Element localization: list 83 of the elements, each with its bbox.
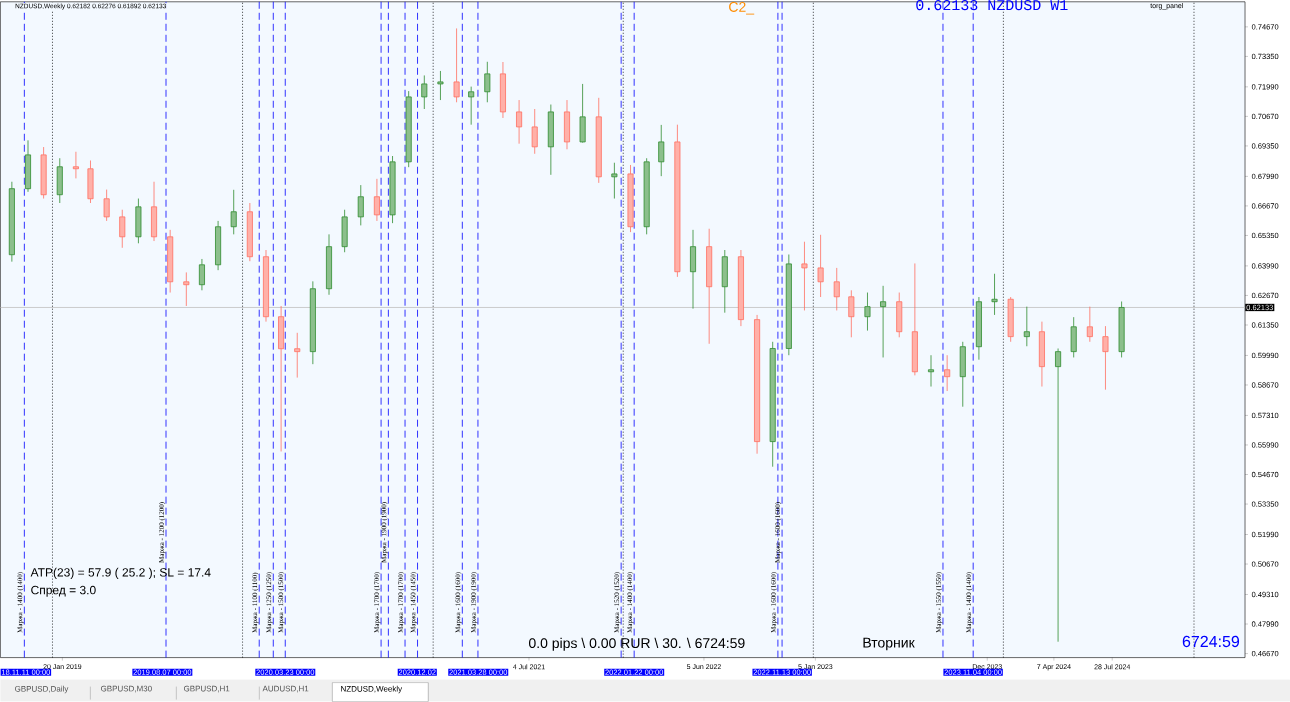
candlestick xyxy=(1118,301,1125,358)
candlestick xyxy=(833,267,840,311)
candlestick xyxy=(547,104,554,176)
candlestick xyxy=(437,70,444,101)
candlestick xyxy=(848,290,855,338)
candlestick xyxy=(294,332,301,379)
candlestick xyxy=(880,285,887,358)
candlestick xyxy=(737,249,744,327)
candlestick xyxy=(658,124,665,177)
candlestick xyxy=(341,209,348,253)
candlestick xyxy=(183,272,190,307)
candlestick xyxy=(119,209,126,249)
candlestick xyxy=(579,83,586,143)
candlestick xyxy=(785,254,792,356)
candlestick xyxy=(278,305,285,452)
candlestick xyxy=(1086,306,1093,343)
annotation: 0.0 pips \ 0.00 RUR \ 30. \ 6724:59 xyxy=(528,637,745,651)
candlestick xyxy=(864,292,871,332)
candlestick xyxy=(167,229,174,294)
candlestick xyxy=(484,61,491,103)
candlestick xyxy=(405,90,412,168)
candlestick xyxy=(896,292,903,338)
candlestick xyxy=(975,296,982,361)
candlestick xyxy=(1102,325,1109,391)
annotation: 0.62133 NZDUSD W1 xyxy=(916,0,1068,11)
candlestick xyxy=(87,160,94,204)
annotation: Спред = 3.0 xyxy=(31,585,96,597)
candlestick xyxy=(1007,296,1014,343)
candlestick xyxy=(25,140,32,193)
candlestick xyxy=(563,99,570,150)
candlestick xyxy=(674,124,681,278)
candlestick xyxy=(516,99,523,145)
candlestick xyxy=(40,146,47,200)
text: GBPUSD,M30 xyxy=(100,685,152,693)
candlestick xyxy=(230,189,237,235)
candlestick xyxy=(1038,321,1045,388)
candlestick xyxy=(309,281,316,365)
text: NZDUSD,Weekly xyxy=(341,685,403,694)
candlestick xyxy=(262,249,269,323)
annotation: 6724:59 xyxy=(1182,635,1240,648)
candlestick xyxy=(499,61,506,119)
candlestick xyxy=(468,86,475,126)
candlestick xyxy=(453,28,460,103)
candlestick xyxy=(135,198,142,244)
candlestick xyxy=(103,189,110,222)
candlestick xyxy=(944,354,951,392)
candlestick xyxy=(911,263,918,376)
candlestick xyxy=(1055,348,1062,643)
candlestick xyxy=(769,341,776,468)
candlestick xyxy=(643,157,650,235)
candlestick xyxy=(627,164,634,233)
text: AUDUSD,H1 xyxy=(262,685,309,693)
candlestick xyxy=(928,354,935,388)
annotation: C2_ xyxy=(729,2,755,15)
candlestick xyxy=(595,97,602,184)
candlestick xyxy=(8,181,15,263)
text: GBPUSD,Daily xyxy=(15,685,69,694)
text: GBPUSD,H1 xyxy=(183,685,230,693)
candlestick xyxy=(721,249,728,314)
candlestick xyxy=(215,220,222,271)
candlestick xyxy=(754,314,761,455)
annotation: АТР(23) = 57.9 ( 25.2 ); SL = 17.4 xyxy=(30,567,211,580)
candlestick xyxy=(706,228,713,345)
candlestick xyxy=(326,234,333,296)
candlestick xyxy=(421,75,428,110)
candlestick xyxy=(246,202,253,262)
candlestick xyxy=(198,258,205,291)
annotation: Вторник xyxy=(863,637,915,651)
candlestick xyxy=(389,155,396,224)
candlestick xyxy=(72,151,79,179)
candlestick xyxy=(817,234,824,298)
candlestick xyxy=(373,178,380,222)
candlestick xyxy=(959,341,966,408)
candlestick xyxy=(357,184,364,226)
candlestick xyxy=(690,229,697,310)
candlestick xyxy=(1070,316,1077,358)
candlestick xyxy=(151,181,158,242)
candlestick xyxy=(56,157,63,204)
candlestick xyxy=(991,273,998,316)
candlestick xyxy=(801,241,808,311)
candlestick xyxy=(531,108,538,155)
candlestick xyxy=(611,162,618,200)
candlestick xyxy=(1023,306,1030,347)
